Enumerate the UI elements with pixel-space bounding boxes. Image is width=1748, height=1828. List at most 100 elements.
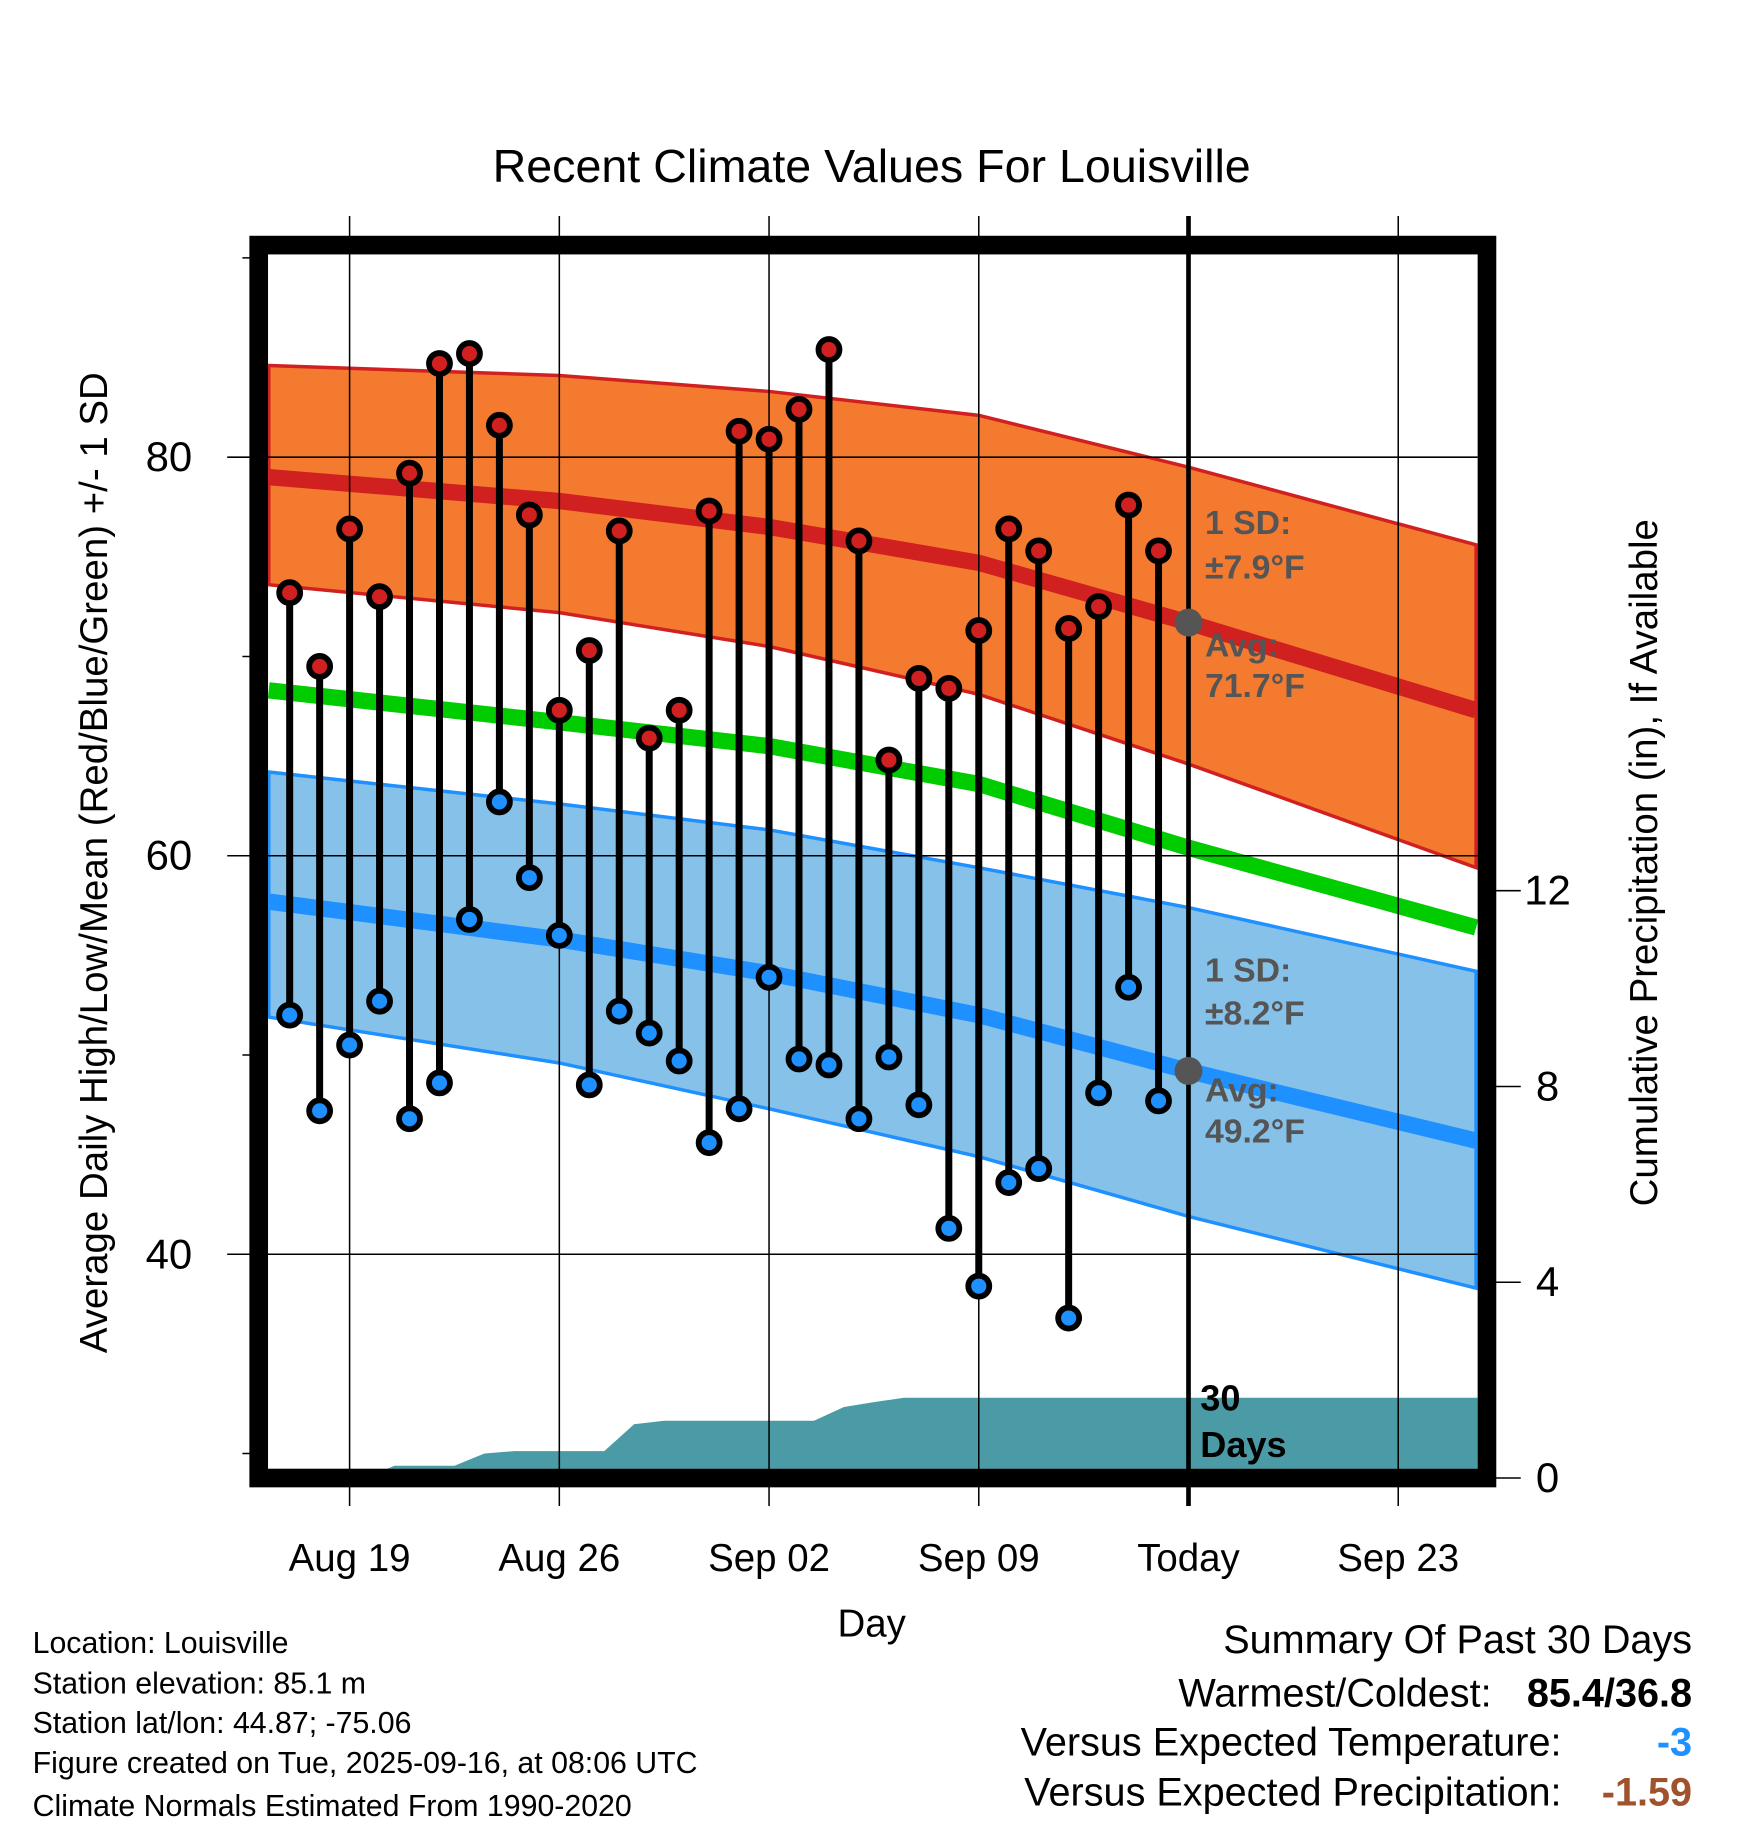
footer-normals: Climate Normals Estimated From 1990-2020 <box>33 1790 632 1823</box>
temp-vs-expected-value: -3 <box>1657 1720 1692 1764</box>
daily-low-point <box>605 997 633 1025</box>
plot-frame <box>249 235 1497 1488</box>
daily-low-point <box>845 1105 873 1133</box>
daily-high-point <box>1085 593 1113 621</box>
chart-title: Recent Climate Values For Louisville <box>493 140 1251 192</box>
precip-days-label-2: Days <box>1200 1424 1286 1465</box>
daily-high-point <box>605 517 633 545</box>
daily-low-point <box>755 963 783 991</box>
low-normal-line <box>268 893 1478 1149</box>
y2-tick-label: 8 <box>1536 1062 1559 1109</box>
x-tick-label: Today <box>1137 1537 1240 1580</box>
daily-low-point <box>785 1045 813 1073</box>
daily-high-point <box>995 515 1023 543</box>
footer-created: Figure created on Tue, 2025-09-16, at 08… <box>33 1747 698 1780</box>
daily-low-point <box>366 987 393 1015</box>
daily-low-point <box>396 1105 423 1133</box>
plot-area <box>268 363 1478 1469</box>
temp-vs-expected-label: Versus Expected Temperature: <box>1021 1720 1562 1764</box>
y-axis-label: Average Daily High/Low/Mean (Red/Blue/Gr… <box>73 372 116 1353</box>
high-avg-value: 71.7°F <box>1205 667 1305 705</box>
daily-high-point <box>935 674 963 702</box>
axes: Aug 19 Aug 26 Sep 02 Sep 09 Today Sep 2340608… <box>146 215 1571 1580</box>
daily-low-point <box>965 1272 993 1300</box>
y-tick-label: 60 <box>146 832 193 879</box>
daily-high-point <box>1055 615 1083 642</box>
daily-low-point <box>725 1095 753 1123</box>
y-tick-label: 40 <box>146 1230 193 1277</box>
daily-low-point <box>875 1043 903 1071</box>
daily-low-point <box>276 1001 304 1029</box>
high-sd-label: 1 SD: <box>1205 504 1291 542</box>
y-tick-label: 80 <box>146 433 193 480</box>
daily-high-point <box>755 425 783 453</box>
warmest-coldest-label: Warmest/Coldest: <box>1178 1671 1491 1715</box>
high-normal-line <box>268 468 1478 719</box>
low-avg-label: Avg: <box>1205 1072 1279 1110</box>
precip-vs-expected-value: -1.59 <box>1602 1770 1692 1814</box>
daily-high-point <box>1145 537 1172 565</box>
low-annotation: 1 SD: ±8.2°F Avg: 49.2°F <box>1205 952 1305 1151</box>
daily-low-point <box>545 922 573 949</box>
daily-low-point <box>1085 1079 1113 1107</box>
daily-high-point <box>875 746 903 774</box>
daily-high-point <box>545 696 573 724</box>
daily-high-point <box>396 459 423 487</box>
daily-low-point <box>995 1169 1023 1196</box>
y2-tick-label: 4 <box>1536 1258 1559 1305</box>
high-sd-value: ±7.9°F <box>1205 548 1305 586</box>
daily-high-point <box>665 696 693 724</box>
daily-low-point <box>635 1019 663 1047</box>
daily-low-point <box>1145 1087 1172 1115</box>
daily-high-point <box>276 579 304 607</box>
high-avg-label: Avg: <box>1205 626 1279 664</box>
y2-tick-label: 0 <box>1536 1454 1559 1501</box>
x-axis-label: Day <box>837 1603 906 1646</box>
footer-latlon: Station lat/lon: 44.87; -75.06 <box>33 1707 412 1740</box>
x-tick-label: Sep 09 <box>918 1537 1040 1580</box>
daily-low-point <box>1115 973 1142 1001</box>
daily-low-point <box>1055 1304 1083 1332</box>
x-tick-label: Aug 19 <box>289 1537 411 1580</box>
y2-tick-label: 12 <box>1524 867 1571 914</box>
daily-low-point <box>1025 1155 1053 1182</box>
footer-location: Location: Louisville <box>33 1627 289 1660</box>
daily-high-point <box>845 527 873 555</box>
y2-axis-label: Cumulative Precipitation (in), If Availa… <box>1623 519 1666 1206</box>
x-tick-label: Sep 02 <box>708 1537 830 1580</box>
daily-low-point <box>935 1214 963 1242</box>
daily-low-point <box>426 1069 453 1097</box>
summary-title: Summary Of Past 30 Days <box>1223 1618 1692 1662</box>
daily-high-point <box>1115 491 1142 519</box>
daily-high-point <box>695 497 723 525</box>
daily-low-point <box>486 788 513 816</box>
daily-high-point <box>785 395 813 423</box>
daily-high-point <box>575 637 603 664</box>
daily-high-point <box>1025 537 1053 565</box>
daily-low-point <box>665 1047 693 1075</box>
daily-high-point <box>486 411 513 439</box>
daily-low-point <box>575 1071 603 1099</box>
warmest-coldest-value: 85.4/36.8 <box>1527 1671 1692 1715</box>
today-low-normal-marker <box>1174 1056 1203 1085</box>
footer-elevation: Station elevation: 85.1 m <box>33 1668 366 1701</box>
daily-low-point <box>695 1129 723 1157</box>
daily-low-point <box>905 1091 933 1119</box>
daily-high-point <box>635 724 663 752</box>
mean-normal-line <box>268 682 1478 936</box>
precip-days-label-1: 30 <box>1200 1377 1240 1418</box>
daily-low-point <box>306 1097 334 1125</box>
daily-low-point <box>815 1051 843 1079</box>
daily-high-point <box>815 336 843 363</box>
daily-high-point <box>515 501 543 529</box>
footer-info: Location: Louisville Station elevation: … <box>33 1627 698 1823</box>
daily-low-point <box>336 1031 364 1059</box>
daily-high-point <box>905 664 933 692</box>
daily-low-point <box>456 906 483 933</box>
daily-high-point <box>306 653 334 680</box>
low-sd-label: 1 SD: <box>1205 952 1291 990</box>
daily-high-point <box>426 350 453 377</box>
daily-high-point <box>366 583 393 611</box>
daily-high-point <box>336 515 364 543</box>
